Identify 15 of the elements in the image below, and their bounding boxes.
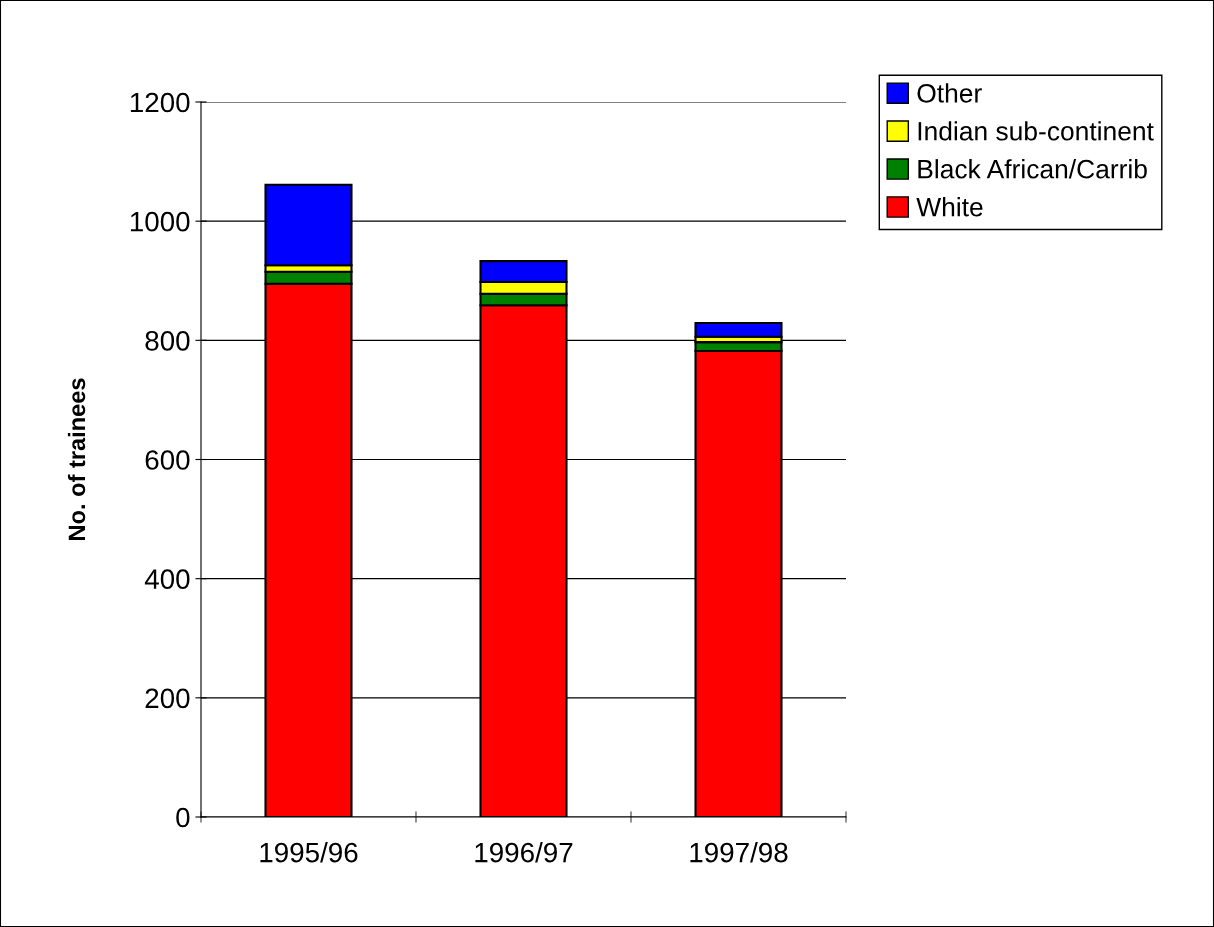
legend-label: White — [916, 197, 983, 217]
y-tick-label: 0 — [176, 807, 190, 828]
y-tick-label: 1200 — [130, 92, 190, 113]
y-tick-label: 1000 — [130, 211, 190, 232]
legend-label: Indian sub-continent — [918, 121, 1154, 141]
y-tick-label: 400 — [144, 569, 190, 590]
y-tick-label: 200 — [145, 688, 190, 709]
y-axis-title: No. of trainees — [67, 378, 86, 540]
x-tick-label: 1995/96 — [260, 842, 358, 863]
x-tick-label: 1997/98 — [690, 842, 788, 863]
y-tick-label: 600 — [145, 450, 190, 470]
legend-label: Other — [917, 83, 982, 103]
legend-label: Black African/Carrib — [918, 159, 1147, 179]
x-tick-label: 1996/97 — [475, 842, 573, 863]
y-tick-label: 800 — [145, 331, 190, 351]
